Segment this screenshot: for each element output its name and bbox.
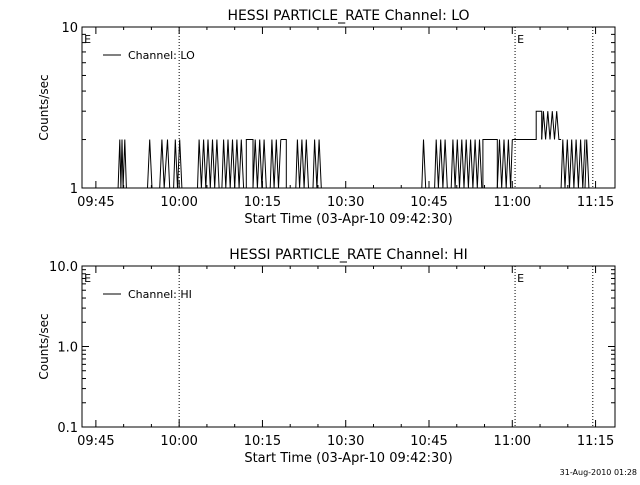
x-axis-label: Start Time (03-Apr-10 09:42:30) [244, 451, 452, 466]
series-line-segment [243, 139, 254, 189]
series-line-segment [312, 139, 322, 189]
x-tick-label: 11:00 [494, 195, 531, 210]
x-tick-label: 11:15 [577, 434, 614, 449]
y-tick-label: 0.1 [57, 421, 78, 436]
series-line-segment [421, 139, 427, 189]
chart-title: HESSI PARTICLE_RATE Channel: HI [229, 247, 467, 263]
x-tick-label: 10:45 [410, 195, 447, 210]
panel-hi: HESSI PARTICLE_RATE Channel: HI Counts/se… [37, 247, 616, 466]
series-line-segment [117, 139, 127, 189]
event-marker: E [84, 33, 91, 46]
series-line-segment [159, 139, 171, 189]
y-tick-label: 10 [61, 21, 78, 36]
series-line-segment [541, 111, 562, 140]
event-marker: E [517, 33, 524, 46]
event-marker: E [84, 272, 91, 285]
timestamp-footer: 31-Aug-2010 01:28 [560, 468, 637, 477]
series-line-segment [252, 139, 267, 189]
series-line-segment [584, 139, 590, 189]
series-line-segment [197, 139, 220, 189]
series-line-segment [295, 139, 309, 189]
series-line-segment [434, 139, 448, 189]
y-axis-label: Counts/sec [37, 74, 51, 140]
x-tick-label: 10:15 [244, 434, 281, 449]
y-tick-label: 1.0 [57, 341, 78, 356]
legend-label: Channel: LO [128, 49, 195, 62]
x-axis-label: Start Time (03-Apr-10 09:42:30) [244, 212, 452, 227]
series-line-segment [450, 139, 483, 189]
x-tick-label: 11:00 [494, 434, 531, 449]
y-tick-label: 10.0 [49, 260, 78, 275]
x-tick-label: 10:00 [160, 195, 197, 210]
x-tick-label: 10:45 [410, 434, 447, 449]
legend-label: Channel: HI [128, 288, 192, 301]
panel-lo: HESSI PARTICLE_RATE Channel: LO Counts/se… [37, 8, 616, 227]
chart-title: HESSI PARTICLE_RATE Channel: LO [227, 8, 469, 24]
series-line-segment [221, 139, 245, 189]
series-line-segment [173, 139, 183, 189]
x-tick-label: 10:30 [327, 434, 364, 449]
x-tick-label: 11:15 [577, 195, 614, 210]
series-line-segment [280, 139, 287, 188]
series-line-segment [512, 110, 543, 140]
x-tick-label: 10:00 [160, 434, 197, 449]
y-tick-label: 1 [70, 182, 78, 197]
y-axis-label: Counts/sec [37, 313, 51, 379]
x-tick-label: 09:45 [77, 195, 114, 210]
series-line-segment [481, 139, 498, 189]
x-tick-label: 10:15 [244, 195, 281, 210]
event-marker: E [517, 272, 524, 285]
series-line-segment [269, 139, 282, 189]
x-tick-label: 09:45 [77, 434, 114, 449]
series-line-segment [147, 139, 153, 189]
series-line-segment [496, 139, 513, 189]
series-line-segment [560, 139, 586, 189]
x-tick-label: 10:30 [327, 195, 364, 210]
